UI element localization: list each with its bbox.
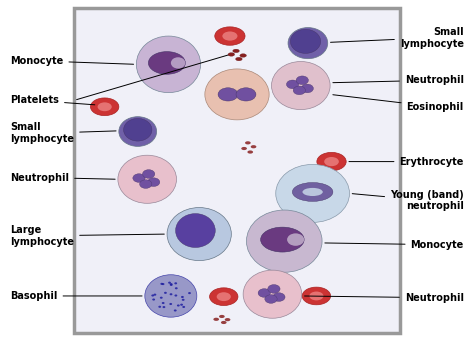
Circle shape: [170, 283, 173, 285]
Ellipse shape: [217, 292, 231, 301]
Ellipse shape: [139, 180, 152, 189]
Circle shape: [180, 304, 183, 306]
Ellipse shape: [119, 117, 156, 146]
Text: Neutrophil: Neutrophil: [304, 293, 464, 303]
Circle shape: [174, 294, 177, 296]
Circle shape: [151, 294, 154, 296]
Ellipse shape: [310, 291, 323, 300]
Ellipse shape: [137, 36, 201, 93]
Ellipse shape: [175, 214, 215, 247]
Ellipse shape: [291, 29, 320, 53]
Ellipse shape: [148, 51, 185, 74]
FancyBboxPatch shape: [74, 8, 400, 333]
Ellipse shape: [268, 285, 280, 293]
Ellipse shape: [210, 288, 238, 306]
Ellipse shape: [236, 57, 242, 61]
Ellipse shape: [251, 145, 256, 148]
Ellipse shape: [287, 233, 304, 246]
Ellipse shape: [273, 293, 285, 301]
Ellipse shape: [247, 151, 253, 154]
Ellipse shape: [133, 174, 145, 182]
Circle shape: [174, 282, 177, 284]
Ellipse shape: [118, 155, 176, 203]
Ellipse shape: [145, 275, 197, 317]
Text: Neutrophil: Neutrophil: [333, 75, 464, 85]
Ellipse shape: [276, 164, 349, 223]
Text: Neutrophil: Neutrophil: [10, 173, 115, 182]
Circle shape: [160, 283, 163, 285]
Ellipse shape: [286, 80, 299, 89]
Ellipse shape: [213, 318, 219, 321]
Text: Large
lymphocyte: Large lymphocyte: [10, 225, 164, 247]
Ellipse shape: [147, 178, 160, 186]
Text: Young (band)
neutrophil: Young (band) neutrophil: [352, 190, 464, 211]
Circle shape: [182, 299, 184, 301]
Circle shape: [154, 294, 156, 296]
Text: Small
lymphocyte: Small lymphocyte: [330, 27, 464, 49]
Ellipse shape: [272, 61, 330, 110]
Ellipse shape: [98, 102, 112, 111]
Ellipse shape: [167, 208, 231, 261]
Circle shape: [162, 283, 164, 285]
Ellipse shape: [171, 57, 185, 69]
Ellipse shape: [243, 270, 302, 318]
Ellipse shape: [143, 170, 155, 178]
Ellipse shape: [301, 84, 313, 93]
Circle shape: [160, 297, 163, 299]
Ellipse shape: [245, 141, 251, 144]
Ellipse shape: [293, 86, 305, 95]
Circle shape: [163, 306, 165, 308]
Ellipse shape: [265, 295, 277, 303]
Ellipse shape: [233, 49, 239, 53]
Ellipse shape: [222, 32, 237, 41]
Ellipse shape: [240, 54, 246, 57]
Circle shape: [181, 296, 184, 298]
Ellipse shape: [225, 318, 230, 321]
Ellipse shape: [228, 53, 235, 56]
Ellipse shape: [124, 119, 152, 141]
Circle shape: [174, 310, 177, 312]
Ellipse shape: [91, 98, 119, 116]
Text: Basophil: Basophil: [10, 291, 142, 301]
Ellipse shape: [324, 157, 339, 166]
Ellipse shape: [302, 287, 330, 305]
Circle shape: [188, 292, 191, 294]
Circle shape: [152, 299, 155, 301]
Circle shape: [162, 302, 164, 304]
Ellipse shape: [236, 88, 256, 101]
Ellipse shape: [261, 227, 304, 252]
Ellipse shape: [258, 289, 270, 297]
Circle shape: [177, 305, 180, 307]
Ellipse shape: [302, 188, 323, 196]
Ellipse shape: [288, 28, 328, 59]
Ellipse shape: [219, 315, 225, 318]
Text: Small
lymphocyte: Small lymphocyte: [10, 122, 116, 144]
Circle shape: [169, 303, 172, 305]
Circle shape: [164, 292, 167, 294]
Text: Monocyte: Monocyte: [10, 56, 134, 66]
Ellipse shape: [296, 76, 309, 84]
Text: Erythrocyte: Erythrocyte: [349, 157, 464, 166]
Ellipse shape: [292, 182, 333, 201]
Text: Eosinophil: Eosinophil: [333, 95, 464, 112]
Ellipse shape: [317, 152, 346, 171]
Text: Monocyte: Monocyte: [325, 240, 464, 250]
Text: Platelets: Platelets: [10, 95, 95, 105]
Circle shape: [168, 282, 171, 284]
Ellipse shape: [241, 147, 247, 150]
Circle shape: [170, 284, 173, 286]
Ellipse shape: [215, 27, 245, 45]
Ellipse shape: [218, 88, 238, 101]
Circle shape: [175, 287, 178, 289]
Circle shape: [182, 306, 185, 308]
Circle shape: [170, 293, 173, 295]
Ellipse shape: [205, 69, 269, 120]
Ellipse shape: [246, 210, 322, 272]
Ellipse shape: [221, 321, 227, 324]
Circle shape: [158, 306, 161, 308]
